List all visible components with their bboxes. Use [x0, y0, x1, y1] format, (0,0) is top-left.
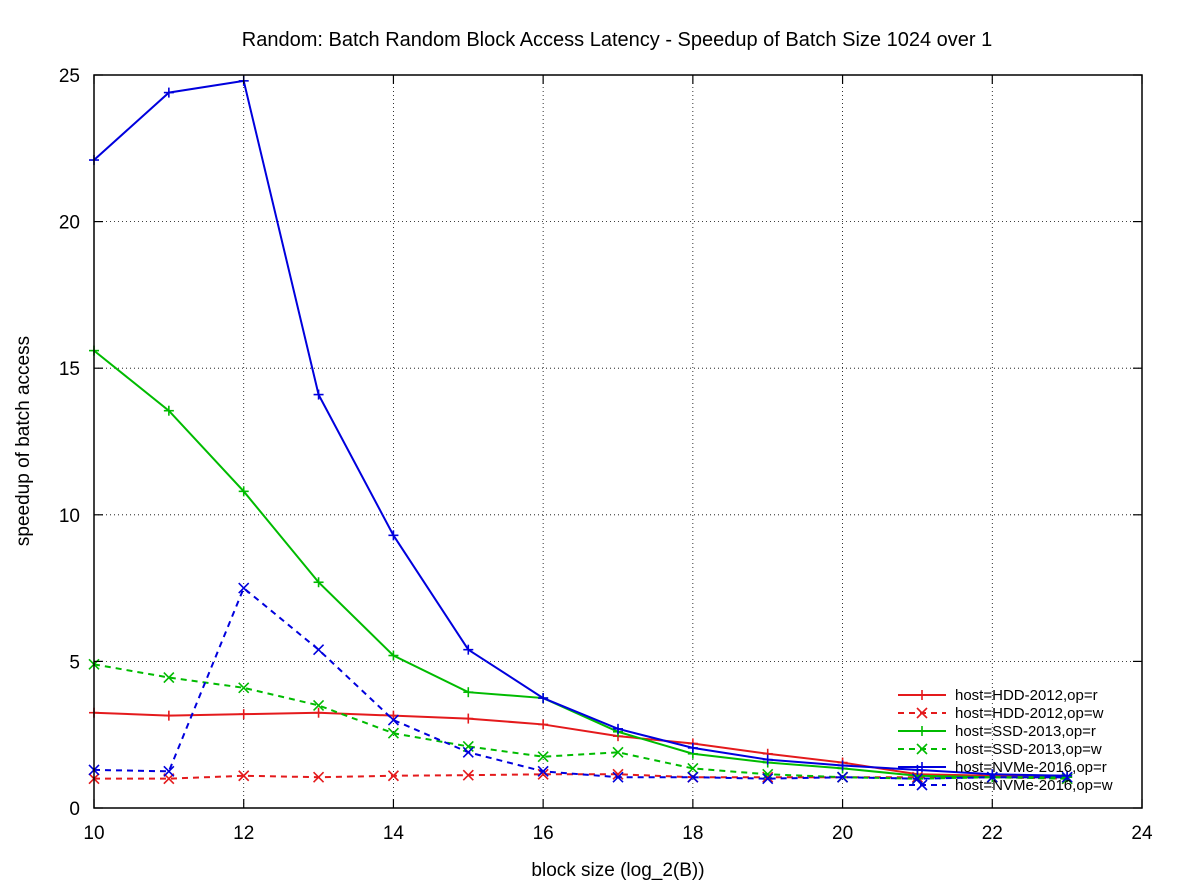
y-axis-label: speedup of batch access	[13, 336, 34, 546]
x-tick-label: 12	[233, 823, 254, 844]
legend-marker	[917, 762, 927, 772]
data-point	[163, 405, 174, 416]
x-tick-label: 14	[383, 823, 405, 844]
data-point	[612, 771, 624, 783]
data-point	[1062, 770, 1073, 781]
data-point	[462, 746, 474, 758]
y-tick-label: 20	[59, 213, 80, 234]
legend-entry: host=HDD-2012,op=r	[898, 687, 1098, 704]
data-point	[313, 577, 324, 588]
data-point	[163, 87, 174, 98]
data-point	[613, 723, 623, 734]
legend-label: host=SSD-2013,op=r	[955, 723, 1096, 740]
data-point	[238, 770, 250, 782]
data-point	[387, 770, 399, 782]
series-line	[93, 711, 1068, 779]
data-point	[762, 773, 774, 785]
legend-entry: host=SSD-2013,op=r	[898, 723, 1096, 740]
legend-entry: host=SSD-2013,op=w	[898, 741, 1102, 758]
y-tick-label: 15	[59, 359, 80, 380]
data-point	[462, 769, 474, 781]
data-point	[163, 710, 174, 721]
data-point	[238, 682, 250, 694]
data-point	[387, 714, 399, 726]
legend-entry: host=HDD-2012,op=w	[898, 705, 1104, 722]
data-point	[538, 719, 549, 730]
series-line	[94, 773, 1068, 780]
chart-title: Random: Batch Random Block Access Latenc…	[242, 29, 992, 51]
series-6	[88, 582, 1073, 785]
y-tick-label: 25	[59, 66, 80, 87]
legend-marker	[917, 726, 927, 736]
data-point	[687, 771, 699, 783]
data-point	[387, 727, 399, 739]
series-layer	[88, 75, 1073, 785]
data-point	[313, 644, 325, 656]
legend-label: host=NVMe-2016,op=r	[955, 759, 1107, 776]
legend-marker	[916, 743, 928, 755]
data-point	[986, 771, 998, 783]
axes: 10 12 14 16 18 20 22 24 0 5 10 15 20 25	[59, 66, 1153, 844]
series-line	[93, 663, 1068, 780]
data-point	[163, 671, 175, 684]
data-point	[388, 650, 399, 661]
data-point	[612, 746, 624, 758]
x-tick-label: 18	[682, 823, 703, 844]
data-point	[687, 742, 698, 753]
series-line	[93, 79, 1068, 777]
series-line	[93, 349, 1068, 779]
data-point	[388, 530, 399, 541]
plot-frame	[93, 74, 1143, 809]
data-point	[238, 582, 250, 594]
y-tick-label: 5	[69, 652, 80, 673]
data-point	[687, 762, 699, 774]
data-point	[837, 760, 848, 771]
series-4	[88, 658, 1073, 785]
x-tick-label: 20	[832, 823, 853, 844]
legend-entry: host=NVMe-2016,op=w	[898, 777, 1113, 794]
legend-label: host=HDD-2012,op=w	[955, 705, 1104, 722]
data-point	[463, 713, 474, 724]
data-point	[463, 644, 474, 655]
data-point	[313, 699, 325, 711]
x-tick-label: 22	[982, 823, 1003, 844]
data-point	[911, 773, 923, 785]
data-point	[313, 707, 324, 718]
legend-marker	[916, 707, 928, 719]
data-point	[1061, 771, 1073, 783]
data-point	[537, 765, 549, 777]
data-point	[238, 486, 249, 497]
data-point	[537, 751, 549, 763]
legend-marker	[916, 779, 928, 791]
legend-label: host=NVMe-2016,op=w	[955, 777, 1113, 794]
legend: host=HDD-2012,op=rhost=HDD-2012,op=whost…	[898, 687, 1113, 794]
data-point	[837, 771, 849, 783]
data-point	[762, 754, 773, 765]
data-point	[238, 709, 249, 720]
series-5	[89, 75, 1073, 781]
x-axis-label: block size (log_2(B))	[531, 860, 704, 881]
data-point	[463, 687, 474, 698]
data-point	[313, 389, 324, 400]
y-tick-label: 0	[69, 799, 80, 820]
x-tick-label: 10	[83, 823, 104, 844]
series-line	[93, 586, 1068, 780]
y-tick-label: 10	[59, 506, 80, 527]
data-point	[163, 765, 175, 777]
legend-label: host=HDD-2012,op=r	[955, 687, 1098, 704]
legend-marker	[917, 690, 927, 700]
x-tick-label: 24	[1131, 823, 1153, 844]
legend-label: host=SSD-2013,op=w	[955, 741, 1102, 758]
x-tick-label: 16	[533, 823, 554, 844]
data-point	[313, 771, 325, 783]
grid-lines	[94, 75, 1142, 808]
legend-entry: host=NVMe-2016,op=r	[898, 759, 1107, 776]
data-point	[538, 693, 549, 704]
